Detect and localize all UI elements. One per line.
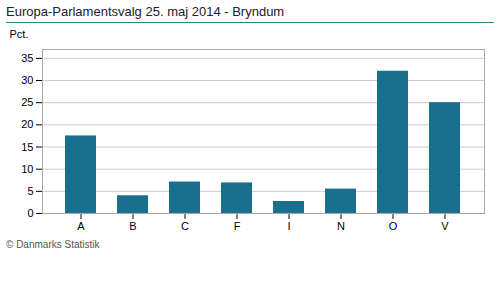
svg-text:V: V bbox=[441, 220, 449, 232]
svg-text:30: 30 bbox=[21, 74, 33, 86]
svg-text:O: O bbox=[389, 220, 398, 232]
svg-text:15: 15 bbox=[21, 141, 33, 153]
html-text:Europa-Parlamentsvalg 25. maj: Europa-Parlamentsvalg 25. maj 2014 - Bry… bbox=[6, 4, 285, 19]
svg-text:C: C bbox=[181, 220, 189, 232]
svg-text:0: 0 bbox=[27, 207, 33, 219]
svg-text:I: I bbox=[287, 220, 290, 232]
svg-text:N: N bbox=[337, 220, 345, 232]
svg-text:5: 5 bbox=[27, 185, 33, 197]
svg-text:25: 25 bbox=[21, 96, 33, 108]
svg-text:10: 10 bbox=[21, 163, 33, 175]
svg-text:20: 20 bbox=[21, 118, 33, 130]
svg-text:35: 35 bbox=[21, 52, 33, 64]
html-text:© Danmarks Statistik: © Danmarks Statistik bbox=[6, 239, 100, 250]
svg-text:B: B bbox=[129, 220, 136, 232]
svg-text:Pct.: Pct. bbox=[10, 28, 29, 40]
svg-text:A: A bbox=[77, 220, 85, 232]
svg-text:F: F bbox=[234, 220, 241, 232]
